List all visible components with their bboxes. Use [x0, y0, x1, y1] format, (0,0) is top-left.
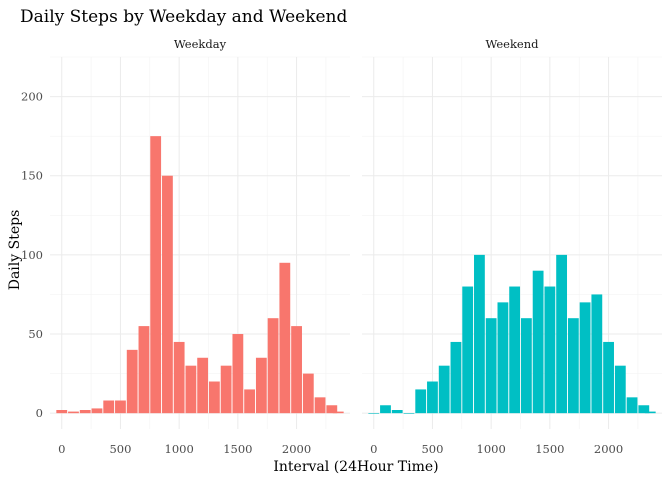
x-tick-label: 1500 [223, 442, 252, 456]
bar [302, 373, 314, 414]
bar [638, 405, 650, 414]
y-tick-label: 200 [21, 90, 43, 104]
bar [244, 389, 256, 414]
bar [150, 136, 162, 414]
bar [232, 334, 244, 414]
bar [532, 270, 544, 414]
y-tick-label: 150 [21, 169, 43, 183]
panel-strip-label: Weekday [174, 37, 227, 51]
bar [579, 302, 591, 414]
bar [626, 397, 638, 414]
bar [403, 413, 415, 414]
bar [556, 254, 568, 414]
x-tick-label: 0 [370, 442, 377, 456]
bar [162, 175, 173, 414]
bar [380, 405, 391, 414]
bar [509, 286, 521, 414]
bar [126, 349, 138, 414]
bar [485, 318, 497, 414]
bar [368, 413, 380, 414]
bar [326, 405, 338, 414]
y-tick-label: 0 [36, 406, 43, 420]
bar [497, 302, 509, 414]
bar [391, 410, 403, 414]
chart-title: Daily Steps by Weekday and Weekend [20, 7, 348, 27]
bar [197, 357, 209, 414]
bar [450, 341, 462, 414]
bar [56, 410, 68, 414]
panel-0: Weekday 0 500 1000 1500 2000 0 50 100 150 200 [21, 37, 350, 456]
bar [614, 365, 626, 414]
bar [644, 411, 656, 414]
bar [185, 365, 197, 414]
x-tick-label: 1000 [165, 442, 194, 456]
bar [291, 326, 302, 414]
y-tick-label: 50 [28, 327, 43, 341]
bar [267, 318, 279, 414]
bar [91, 408, 103, 414]
x-tick-label: 2000 [594, 442, 623, 456]
bar [255, 357, 267, 414]
bar [427, 381, 438, 414]
bar [415, 389, 427, 414]
x-tick-label: 500 [421, 442, 443, 456]
bar [103, 400, 115, 414]
y-tick-label: 100 [21, 248, 43, 262]
x-tick-label: 1000 [477, 442, 506, 456]
bar [173, 341, 185, 414]
y-axis-title: Daily Steps [7, 210, 23, 291]
x-tick-label: 500 [109, 442, 131, 456]
bar [603, 341, 614, 414]
bar [314, 397, 326, 414]
bar [138, 326, 150, 414]
bar [115, 400, 126, 414]
bar [544, 286, 556, 414]
panel-strip-label: Weekend [485, 37, 539, 51]
bar [220, 365, 232, 414]
x-tick-label: 1500 [535, 442, 564, 456]
bar [591, 294, 603, 414]
bar [79, 410, 91, 414]
panels-layer: Weekday 0 500 1000 1500 2000 0 50 100 150 200 Weeke… [21, 37, 662, 456]
bar [462, 286, 474, 414]
bar [520, 318, 532, 414]
x-axis-title: Interval (24Hour Time) [273, 459, 438, 475]
bar [279, 262, 291, 414]
bar [474, 254, 485, 414]
x-tick-label: 2000 [282, 442, 311, 456]
panel-1: Weekend 0 500 1000 1500 2000 [362, 37, 662, 456]
bar [567, 318, 579, 414]
bar [68, 411, 79, 414]
x-tick-label: 0 [58, 442, 65, 456]
bar [208, 381, 220, 414]
bar [438, 365, 450, 414]
bar [332, 411, 344, 414]
